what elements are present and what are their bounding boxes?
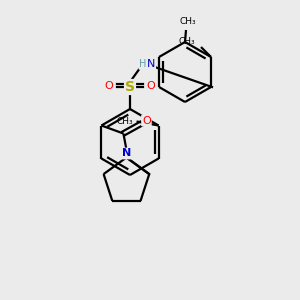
Text: H: H [139,59,147,69]
Text: O: O [147,81,155,91]
Text: O: O [105,81,113,91]
Text: CH₃: CH₃ [178,37,195,46]
Text: N: N [122,148,131,158]
Text: CH₃: CH₃ [117,117,134,126]
Text: S: S [125,80,135,94]
Text: N: N [147,59,155,69]
Text: O: O [142,116,151,125]
Text: CH₃: CH₃ [180,16,196,26]
